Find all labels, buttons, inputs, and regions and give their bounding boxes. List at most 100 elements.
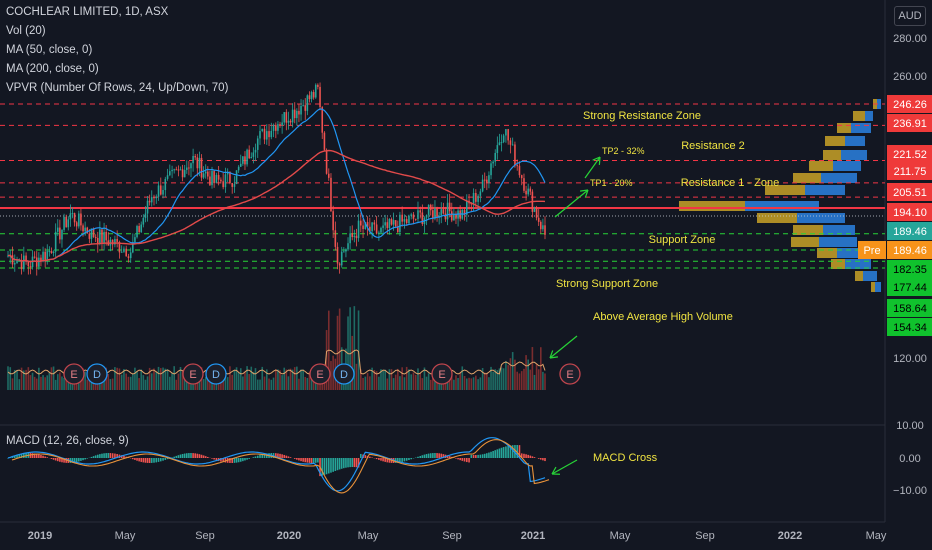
volume-bar (505, 360, 507, 390)
candle (330, 177, 332, 212)
candle (355, 235, 358, 239)
macd-histogram-bar (256, 455, 259, 458)
profile-bar-down (871, 282, 875, 292)
candle (20, 260, 23, 270)
volume-bar (475, 375, 477, 390)
candle (371, 222, 373, 232)
volume-bar (492, 371, 494, 390)
indicator-vpvr[interactable]: VPVR (Number Of Rows, 24, Up/Down, 70) (6, 82, 229, 94)
volume-bar (162, 367, 164, 390)
volume-bar (488, 377, 490, 390)
candle (7, 255, 9, 257)
macd-histogram-bar (349, 458, 351, 468)
candle (287, 120, 290, 123)
candle (196, 157, 199, 169)
macd-histogram-bar (483, 453, 486, 458)
macd-histogram-bar (116, 454, 118, 458)
volume-bar (410, 374, 413, 390)
candle (514, 144, 516, 166)
candle (86, 227, 89, 234)
macd-histogram-bar (56, 458, 59, 462)
volume-bar (394, 374, 397, 390)
ma200-line (7, 149, 546, 263)
profile-bar-down (765, 185, 805, 195)
macd-histogram-bar (327, 458, 330, 474)
candle (544, 225, 546, 235)
zone-label: Resistance 1 - Zone (681, 177, 779, 189)
macd-histogram-bar (310, 458, 313, 463)
macd-histogram-bar (159, 458, 162, 462)
volume-bar (254, 368, 257, 390)
price-tick-label: 120.00 (893, 353, 927, 365)
candle (408, 215, 410, 224)
macd-tick-label: 10.00 (896, 420, 924, 432)
volume-bar (349, 307, 351, 390)
volume-bar (537, 369, 540, 390)
volume-bar (54, 379, 57, 390)
macd-histogram-bar (188, 453, 190, 458)
earnings-marker (182, 363, 204, 385)
profile-bar-up (863, 271, 877, 281)
volume-bar (38, 367, 40, 390)
candle (67, 219, 70, 228)
macd-histogram-bar (355, 458, 358, 468)
macd-histogram-bar (432, 453, 434, 458)
macd-tick-label: −10.00 (893, 485, 927, 497)
candle (448, 202, 451, 212)
candle (492, 161, 494, 164)
volume-bar (27, 367, 30, 390)
macd-histogram-bar (198, 454, 201, 458)
candle (18, 260, 21, 262)
candle (314, 84, 317, 98)
price-label: 194.10 (893, 207, 927, 219)
candle (250, 156, 253, 159)
indicator-macd[interactable]: MACD (12, 26, close, 9) (6, 435, 129, 447)
candle (405, 219, 408, 224)
volume-bar (183, 378, 186, 390)
x-tick-label: 2019 (28, 530, 52, 542)
macd-histogram-bar (378, 458, 380, 460)
candle (500, 142, 503, 144)
volume-bar (514, 359, 516, 390)
macd-histogram-bar (50, 458, 53, 459)
profile-bar-down (855, 271, 863, 281)
macd-histogram-bar (498, 448, 501, 458)
volume-bar (33, 376, 36, 390)
macd-histogram-bar (16, 454, 18, 458)
currency-button[interactable]: AUD (894, 6, 926, 26)
macd-histogram-bar (132, 458, 134, 460)
candle (390, 219, 393, 225)
profile-bar-up (877, 99, 881, 109)
tp1-label: TP1 - 20% (590, 178, 633, 188)
candle (256, 138, 259, 150)
indicator-vol[interactable]: Vol (20) (6, 25, 46, 37)
candle (80, 213, 82, 226)
candle (118, 241, 121, 253)
volume-bar (44, 377, 46, 390)
macd-histogram-bar (455, 458, 457, 459)
macd-histogram-bar (94, 455, 97, 458)
macd-histogram-bar (138, 458, 140, 462)
candle (202, 173, 205, 178)
candle (338, 263, 341, 266)
macd-histogram-bar (242, 458, 244, 462)
volume-bar (396, 368, 399, 390)
indicator-ma50[interactable]: MA (50, close, 0) (6, 44, 93, 56)
macd-histogram-bar (20, 453, 23, 458)
candle (477, 195, 479, 202)
candle (412, 214, 415, 219)
macd-histogram-bar (523, 453, 525, 458)
candle (466, 200, 468, 215)
volume-bar (207, 377, 209, 390)
macd-histogram-bar (173, 456, 175, 458)
candle (340, 251, 343, 266)
volume-bar (496, 370, 499, 390)
macd-histogram-bar (105, 453, 107, 458)
volume-bar (516, 371, 519, 390)
indicator-ma200[interactable]: MA (200, close, 0) (6, 63, 99, 75)
macd-histogram-bar (155, 458, 158, 463)
candle (194, 156, 197, 158)
candle (308, 95, 311, 100)
candle (192, 156, 194, 164)
